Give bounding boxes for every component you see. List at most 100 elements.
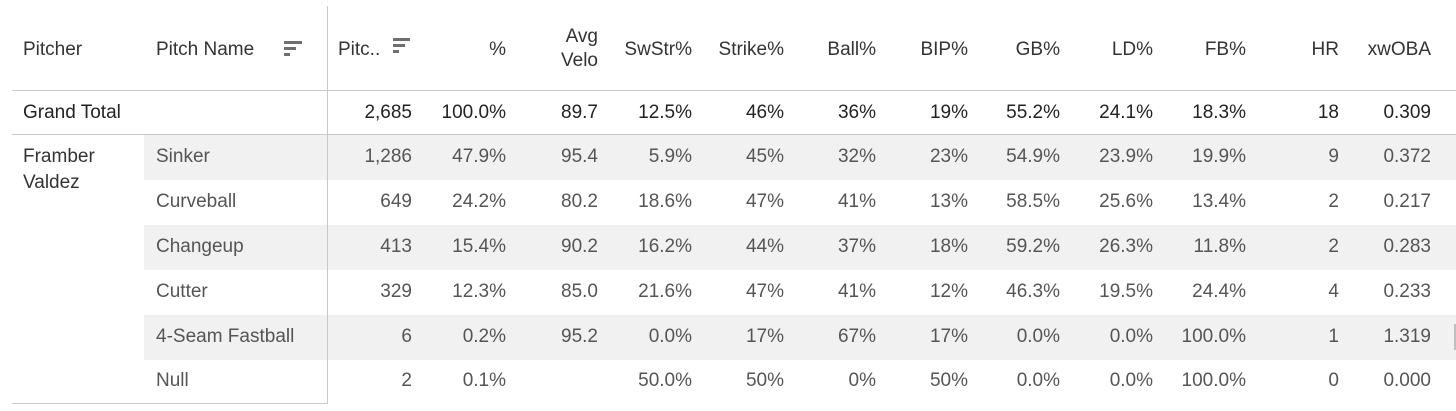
col-header-xwoba[interactable]: xwOBA [1367, 39, 1431, 60]
table-row-grand-total[interactable]: Grand Total 2,685 100.0% 89.7 12.5% 46% … [12, 91, 1456, 134]
cell-strike: 17% [745, 326, 784, 347]
cell-xwoba: 0.372 [1383, 146, 1431, 167]
cell-xwoba: 0.233 [1383, 281, 1431, 302]
cell-strike: 50% [745, 370, 784, 391]
col-header-percent[interactable]: % [489, 39, 506, 60]
table-row[interactable]: Null 2 0.1% 50.0% 50% 0% 50% 0.0% 0.0% 1… [12, 359, 1456, 404]
col-header-avg-velo[interactable]: Avg Velo [561, 26, 598, 71]
cell-bip: 17% [929, 326, 968, 347]
col-header-bip[interactable]: BIP% [920, 39, 968, 60]
cell-xwoba: 0.309 [1383, 102, 1431, 123]
cell-swstr: 21.6% [638, 281, 692, 302]
header-divider [12, 90, 1456, 91]
cell-ball: 67% [837, 326, 876, 347]
col-header-pitcher[interactable]: Pitcher [23, 39, 83, 60]
table-row[interactable]: 4-Seam Fastball 6 0.2% 95.2 0.0% 17% 67%… [12, 315, 1456, 360]
cell-ball: 41% [837, 281, 876, 302]
col-header-ball[interactable]: Ball% [827, 39, 876, 60]
col-header-gb[interactable]: GB% [1015, 39, 1060, 60]
cell-pitch-name: Curveball [156, 191, 237, 212]
cell-hr: 18 [1317, 102, 1339, 123]
cell-fb: 100.0% [1181, 370, 1246, 391]
bottom-divider [12, 403, 327, 404]
col-header-swstr[interactable]: SwStr% [624, 39, 692, 60]
sort-descending-icon[interactable] [393, 38, 411, 54]
cell-bip: 50% [929, 370, 968, 391]
cell-strike: 46% [745, 102, 784, 123]
col-header-strike[interactable]: Strike% [718, 39, 784, 60]
sort-descending-icon[interactable] [284, 41, 302, 57]
cell-swstr: 0.0% [648, 326, 692, 347]
cell-ball: 41% [837, 191, 876, 212]
col-header-pitch-name[interactable]: Pitch Name [156, 39, 255, 60]
cell-xwoba: 1.319 [1383, 326, 1431, 347]
table-row[interactable]: Changeup 413 15.4% 90.2 16.2% 44% 37% 18… [12, 225, 1456, 270]
cell-strike: 44% [745, 236, 784, 257]
cell-gb: 58.5% [1006, 191, 1060, 212]
cell-percent: 12.3% [452, 281, 506, 302]
cell-avg-velo: 95.4 [561, 146, 598, 167]
cell-bip: 13% [929, 191, 968, 212]
cell-hr: 2 [1328, 191, 1339, 212]
cell-fb: 11.8% [1193, 236, 1246, 257]
cell-swstr: 5.9% [648, 146, 692, 167]
cell-xwoba: 0.217 [1383, 191, 1431, 212]
cell-hr: 2 [1328, 236, 1339, 257]
pitch-stats-table: Pitcher Pitch Name Pitc.. % Avg Velo SwS… [12, 6, 1456, 404]
cell-xwoba: 0.000 [1383, 370, 1431, 391]
cell-strike: 47% [745, 191, 784, 212]
cell-xwoba: 0.283 [1383, 236, 1431, 257]
pitcher-name[interactable]: Framber Valdez [23, 146, 95, 193]
cell-percent: 100.0% [441, 102, 506, 123]
cell-ball: 0% [848, 370, 876, 391]
table-row[interactable]: Curveball 649 24.2% 80.2 18.6% 47% 41% 1… [12, 180, 1456, 225]
cell-gb: 55.2% [1006, 102, 1060, 123]
cell-avg-velo: 80.2 [561, 191, 598, 212]
cell-pitches: 6 [401, 326, 412, 347]
cell-pitch-name: Sinker [156, 146, 210, 167]
cell-hr: 9 [1328, 146, 1339, 167]
cell-pitches: 413 [380, 236, 412, 257]
cell-pitches: 1,286 [364, 146, 412, 167]
cell-ld: 23.9% [1099, 146, 1153, 167]
cell-fb: 100.0% [1181, 326, 1246, 347]
cell-ld: 24.1% [1099, 102, 1153, 123]
cell-pitches: 649 [380, 191, 412, 212]
cell-ld: 19.5% [1099, 281, 1153, 302]
col-header-fb[interactable]: FB% [1204, 39, 1246, 60]
scroll-edge-marker [1454, 324, 1456, 350]
cell-swstr: 50.0% [638, 370, 692, 391]
cell-gb: 54.9% [1006, 146, 1060, 167]
cell-ball: 32% [837, 146, 876, 167]
cell-hr: 1 [1328, 326, 1339, 347]
table-row[interactable]: Cutter 329 12.3% 85.0 21.6% 47% 41% 12% … [12, 270, 1456, 315]
cell-avg-velo: 90.2 [561, 236, 598, 257]
cell-pitch-name: Cutter [156, 281, 208, 302]
cell-avg-velo: 85.0 [561, 281, 598, 302]
cell-fb: 13.4% [1192, 191, 1246, 212]
cell-ld: 0.0% [1109, 326, 1153, 347]
cell-bip: 18% [929, 236, 968, 257]
cell-strike: 45% [745, 146, 784, 167]
cell-fb: 24.4% [1192, 281, 1246, 302]
col-header-ld[interactable]: LD% [1111, 39, 1153, 60]
cell-ball: 36% [837, 102, 876, 123]
cell-gb: 59.2% [1006, 236, 1060, 257]
cell-ld: 26.3% [1099, 236, 1153, 257]
cell-avg-velo: 95.2 [561, 326, 598, 347]
cell-pitch-name: 4-Seam Fastball [156, 326, 295, 347]
col-header-pitches[interactable]: Pitc.. [338, 39, 381, 60]
cell-fb: 18.3% [1192, 102, 1246, 123]
cell-percent: 47.9% [452, 146, 506, 167]
cell-swstr: 18.6% [638, 191, 692, 212]
cell-gb: 46.3% [1006, 281, 1060, 302]
table-row[interactable]: Sinker 1,286 47.9% 95.4 5.9% 45% 32% 23%… [12, 135, 1456, 180]
cell-percent: 24.2% [452, 191, 506, 212]
cell-swstr: 12.5% [638, 102, 692, 123]
cell-pitches: 2 [401, 370, 412, 391]
cell-bip: 23% [929, 146, 968, 167]
column-divider [327, 6, 328, 404]
total-divider [12, 134, 1456, 135]
cell-gb: 0.0% [1016, 370, 1060, 391]
col-header-hr[interactable]: HR [1311, 39, 1339, 60]
